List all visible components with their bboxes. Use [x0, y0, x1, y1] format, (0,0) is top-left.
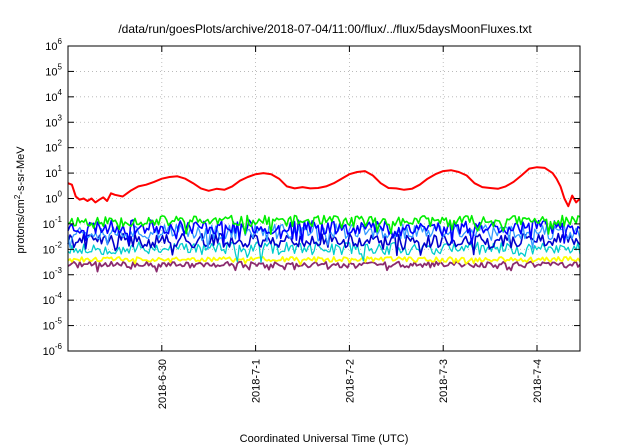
x-tick-label: 2018-6-30 [157, 359, 169, 409]
y-tick-label-base: 10 [45, 194, 57, 206]
series-line [67, 232, 581, 257]
y-tick-label: 105 [45, 62, 62, 78]
y-axis-label-post: -s-sr-MeV [15, 146, 27, 195]
y-tick-label-base: 10 [45, 66, 57, 78]
y-tick-label-base: 10 [43, 270, 55, 282]
y-tick-label-exp: 4 [58, 88, 63, 97]
y-tick-label: 104 [45, 88, 62, 104]
series-line [67, 166, 581, 208]
chart-title: /data/run/goesPlots/archive/2018-07-04/1… [118, 22, 532, 36]
series-line [67, 219, 581, 245]
y-tick-label: 10-5 [43, 317, 63, 333]
y-tick-label-base: 10 [45, 92, 57, 104]
y-tick-label: 103 [45, 113, 62, 129]
series-layer [67, 166, 581, 273]
y-tick-label-base: 10 [43, 321, 55, 333]
y-tick-label: 10-2 [43, 240, 63, 256]
x-axis-label: Coordinated Universal Time (UTC) [240, 433, 409, 445]
y-tick-label-base: 10 [43, 295, 55, 307]
y-axis-label-pre: protons/cm [15, 199, 27, 253]
x-tick-label: 2018-7-4 [532, 359, 544, 403]
y-tick-label-base: 10 [45, 117, 57, 129]
x-tick-label: 2018-7-2 [344, 359, 356, 403]
y-tick-label-exp: 0 [58, 190, 63, 199]
y-tick-label: 10-3 [43, 266, 63, 282]
y-axis-label: protons/cm2-s-sr-MeV [13, 146, 27, 254]
x-tick-label: 2018-7-1 [251, 359, 263, 403]
y-tick-label: 102 [45, 139, 62, 155]
y-tick-label-base: 10 [43, 244, 55, 256]
series-line [67, 241, 581, 263]
y-tick-label-base: 10 [45, 168, 57, 180]
x-axis: 2018-6-30 2018-7-1 2018-7-2 2018-7-3 2018-7-… [157, 46, 544, 409]
y-axis: 10-610-510-410-310-210-11001011021031041… [43, 37, 580, 358]
y-tick-label: 10-6 [43, 342, 63, 358]
series-line [67, 223, 581, 250]
y-tick-label-base: 10 [45, 143, 57, 155]
series-line [67, 255, 581, 266]
y-tick-label-base: 10 [43, 346, 55, 358]
y-tick-label: 10-4 [43, 291, 63, 307]
x-tick-label: 2018-7-3 [438, 359, 450, 403]
y-tick-label-exp: -4 [55, 291, 63, 300]
y-tick-label-exp: 3 [58, 113, 63, 122]
y-tick-label-base: 10 [43, 219, 55, 231]
y-tick-label-exp: 6 [58, 37, 63, 46]
y-tick-label-exp: 5 [58, 62, 63, 71]
y-tick-label: 101 [45, 164, 62, 180]
y-tick-label-exp: 2 [58, 139, 63, 148]
grid [68, 46, 580, 351]
y-tick-label-exp: -1 [55, 215, 63, 224]
y-tick-label-exp: -2 [55, 240, 63, 249]
y-tick-label: 10-1 [43, 215, 63, 231]
y-tick-label: 100 [45, 190, 62, 206]
y-tick-label-exp: -5 [55, 317, 63, 326]
series-line [67, 214, 581, 235]
y-axis-label-sup: 2 [13, 194, 22, 199]
y-tick-label-exp: -6 [55, 342, 63, 351]
series-line [67, 260, 581, 273]
y-tick-label-base: 10 [45, 41, 57, 53]
y-tick-label: 106 [45, 37, 62, 53]
y-tick-label-exp: -3 [55, 266, 63, 275]
y-tick-label-exp: 1 [58, 164, 63, 173]
